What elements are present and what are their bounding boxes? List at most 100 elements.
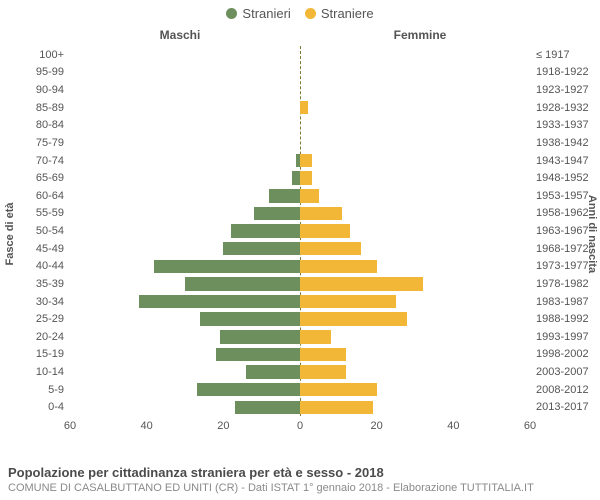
year-label: 1953-1957: [530, 190, 589, 202]
bar-female: [300, 383, 377, 396]
bar-female: [300, 277, 423, 290]
bar-male: [197, 383, 301, 396]
pyramid-row: 65-691948-1952: [70, 169, 530, 187]
bar-male: [185, 277, 300, 290]
bar-female: [300, 242, 361, 255]
year-label: 1928-1932: [530, 102, 589, 114]
age-label: 90-94: [36, 84, 70, 96]
bar-female: [300, 101, 308, 114]
age-label: 60-64: [36, 190, 70, 202]
pyramid-row: 20-241993-1997: [70, 328, 530, 346]
pyramid-row: 40-441973-1977: [70, 258, 530, 276]
pyramid-row: 100+≤ 1917: [70, 46, 530, 64]
age-label: 5-9: [48, 384, 70, 396]
x-tick: 40: [141, 420, 153, 432]
year-label: 1993-1997: [530, 331, 589, 343]
pyramid-row: 90-941923-1927: [70, 81, 530, 99]
year-label: 1938-1942: [530, 137, 589, 149]
bar-male: [254, 207, 300, 220]
year-label: 1943-1947: [530, 155, 589, 167]
pyramid-row: 5-92008-2012: [70, 381, 530, 399]
age-label: 0-4: [48, 401, 70, 413]
year-label: 1958-1962: [530, 207, 589, 219]
age-label: 20-24: [36, 331, 70, 343]
plot: 100+≤ 191795-991918-192290-941923-192785…: [70, 46, 530, 416]
age-label: 10-14: [36, 366, 70, 378]
pyramid-row: 70-741943-1947: [70, 152, 530, 170]
pyramid-row: 95-991918-1922: [70, 64, 530, 82]
bar-male: [200, 312, 300, 325]
pyramid-row: 15-191998-2002: [70, 346, 530, 364]
legend-item-female: Straniere: [305, 6, 374, 21]
age-label: 85-89: [36, 102, 70, 114]
age-label: 30-34: [36, 296, 70, 308]
age-label: 70-74: [36, 155, 70, 167]
pyramid-row: 55-591958-1962: [70, 205, 530, 223]
age-label: 80-84: [36, 119, 70, 131]
year-label: 1998-2002: [530, 348, 589, 360]
bar-female: [300, 365, 346, 378]
pyramid-row: 10-142003-2007: [70, 363, 530, 381]
bar-male: [216, 348, 300, 361]
chart-subtitle: COMUNE DI CASALBUTTANO ED UNITI (CR) - D…: [8, 482, 534, 494]
year-label: 1918-1922: [530, 66, 589, 78]
pyramid-row: 25-291988-1992: [70, 310, 530, 328]
bar-female: [300, 189, 319, 202]
x-tick: 40: [447, 420, 459, 432]
x-tick: 20: [217, 420, 229, 432]
age-label: 15-19: [36, 348, 70, 360]
x-tick: 20: [371, 420, 383, 432]
pyramid-row: 30-341983-1987: [70, 293, 530, 311]
bar-female: [300, 207, 342, 220]
x-axis: 6040200204060: [70, 420, 530, 436]
bar-female: [300, 295, 396, 308]
pyramid-row: 85-891928-1932: [70, 99, 530, 117]
chart-area: Maschi Femmine Fasce di età Anni di nasc…: [0, 28, 600, 440]
bar-male: [223, 242, 300, 255]
bar-male: [231, 224, 300, 237]
age-label: 35-39: [36, 278, 70, 290]
age-label: 50-54: [36, 225, 70, 237]
pyramid-row: 35-391978-1982: [70, 275, 530, 293]
bar-male: [269, 189, 300, 202]
bar-female: [300, 348, 346, 361]
year-label: 2003-2007: [530, 366, 589, 378]
rows-container: 100+≤ 191795-991918-192290-941923-192785…: [70, 46, 530, 416]
year-label: ≤ 1917: [530, 49, 570, 61]
bar-male: [220, 330, 301, 343]
column-header-male: Maschi: [70, 28, 290, 42]
legend-item-male: Stranieri: [226, 6, 290, 21]
bar-male: [292, 171, 300, 184]
pyramid-row: 45-491968-1972: [70, 240, 530, 258]
bar-female: [300, 224, 350, 237]
year-label: 1978-1982: [530, 278, 589, 290]
year-label: 1923-1927: [530, 84, 589, 96]
year-label: 1948-1952: [530, 172, 589, 184]
bar-female: [300, 171, 312, 184]
legend-female-label: Straniere: [321, 6, 374, 21]
age-label: 40-44: [36, 260, 70, 272]
bar-male: [246, 365, 300, 378]
footer: Popolazione per cittadinanza straniera p…: [8, 465, 534, 494]
pyramid-row: 60-641953-1957: [70, 187, 530, 205]
bar-female: [300, 154, 312, 167]
year-label: 1988-1992: [530, 313, 589, 325]
bar-male: [235, 401, 300, 414]
bar-male: [139, 295, 300, 308]
year-label: 1963-1967: [530, 225, 589, 237]
column-header-female: Femmine: [310, 28, 530, 42]
chart-title: Popolazione per cittadinanza straniera p…: [8, 465, 534, 480]
male-swatch: [226, 8, 237, 19]
legend-male-label: Stranieri: [242, 6, 290, 21]
bar-female: [300, 330, 331, 343]
year-label: 1973-1977: [530, 260, 589, 272]
year-label: 2008-2012: [530, 384, 589, 396]
pyramid-row: 75-791938-1942: [70, 134, 530, 152]
x-tick: 60: [524, 420, 536, 432]
bar-female: [300, 312, 407, 325]
age-label: 95-99: [36, 66, 70, 78]
year-label: 1983-1987: [530, 296, 589, 308]
age-label: 45-49: [36, 243, 70, 255]
year-label: 1933-1937: [530, 119, 589, 131]
year-label: 2013-2017: [530, 401, 589, 413]
